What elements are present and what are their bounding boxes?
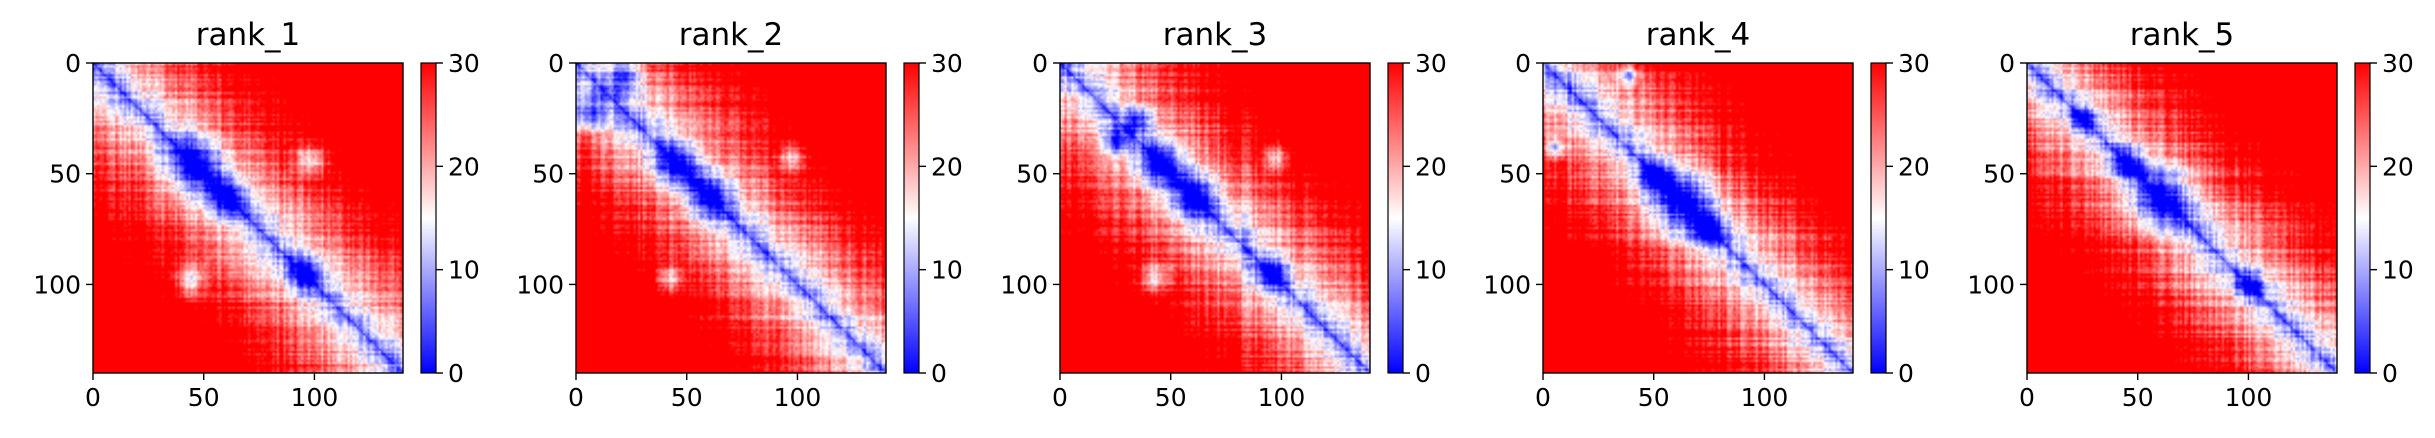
colorbar-tick-label: 30 [1898,49,1930,78]
y-tick-label: 50 [49,160,81,189]
panel-title: rank_3 [1163,17,1268,53]
panel-title: rank_2 [679,17,784,53]
y-tick-label: 0 [548,49,564,78]
y-tick-label: 0 [1999,49,2015,78]
heatmap-image [1543,63,1853,373]
x-tick-label: 0 [1535,383,1551,412]
axes-frame [1059,62,1371,374]
axes-frame [2026,62,2338,374]
colorbar-tick-label: 10 [1415,256,1447,285]
x-tick-label: 0 [2019,383,2035,412]
x-tick-label: 100 [291,383,339,412]
colorbar-tick-label: 0 [1898,359,1914,388]
heatmap-image [1060,63,1370,373]
x-tick-label: 100 [1741,383,1789,412]
x-tick-label: 50 [671,383,703,412]
heatmap-panel-5: rank_5 0 0 50 50 100 100 0 10 20 30 [1967,17,2414,412]
colorbar-tick-label: 20 [2382,152,2414,181]
x-tick-label: 0 [1052,383,1068,412]
colorbar [1870,62,1887,374]
heatmap-panel-4: rank_4 0 0 50 50 100 100 0 10 20 30 [1483,17,1930,412]
heatmap-panel-3: rank_3 0 0 50 50 100 100 0 10 20 30 [1000,17,1447,412]
y-tick-label: 100 [1000,270,1048,299]
colorbar [1387,62,1404,374]
colorbar [903,62,920,374]
y-tick-label: 50 [1983,160,2015,189]
x-tick-label: 50 [2122,383,2154,412]
colorbar-tick-label: 0 [1415,359,1431,388]
panel-title: rank_1 [196,17,301,53]
colorbar-tick-label: 10 [931,256,963,285]
y-tick-label: 100 [1483,270,1531,299]
colorbar [2354,62,2371,374]
x-tick-label: 100 [774,383,822,412]
x-tick-label: 0 [85,383,101,412]
x-tick-label: 100 [1258,383,1306,412]
y-tick-label: 0 [65,49,81,78]
colorbar-tick-label: 30 [931,49,963,78]
y-tick-label: 0 [1032,49,1048,78]
y-tick-label: 50 [1016,160,1048,189]
y-tick-label: 100 [516,270,564,299]
colorbar-tick-label: 0 [931,359,947,388]
heatmap-panel-2: rank_2 0 0 50 50 100 100 0 10 20 30 [516,17,963,412]
axes-frame [92,62,404,374]
x-tick-label: 50 [1155,383,1187,412]
colorbar [420,62,437,374]
heatmap-panel-1: rank_1 0 0 50 50 100 100 0 10 20 30 [33,17,480,412]
heatmap-image [2027,63,2337,373]
x-tick-label: 50 [1638,383,1670,412]
colorbar-tick-label: 10 [1898,256,1930,285]
heatmap-image [93,63,403,373]
y-tick-label: 100 [1967,270,2015,299]
colorbar-tick-label: 30 [1415,49,1447,78]
panel-title: rank_5 [2130,17,2235,53]
x-tick-label: 50 [188,383,220,412]
colorbar-tick-label: 30 [2382,49,2414,78]
colorbar-tick-label: 0 [448,359,464,388]
colorbar-tick-label: 20 [448,152,480,181]
colorbar-tick-label: 30 [448,49,480,78]
colorbar-tick-label: 20 [1415,152,1447,181]
colorbar-tick-label: 10 [448,256,480,285]
panel-title: rank_4 [1646,17,1751,53]
axes-frame [575,62,887,374]
x-tick-label: 100 [2225,383,2273,412]
axes-frame [1542,62,1854,374]
y-tick-label: 50 [1499,160,1531,189]
x-tick-label: 0 [568,383,584,412]
colorbar-tick-label: 10 [2382,256,2414,285]
colorbar-tick-label: 20 [1898,152,1930,181]
y-tick-label: 100 [33,270,81,299]
y-tick-label: 0 [1515,49,1531,78]
colorbar-tick-label: 20 [931,152,963,181]
y-tick-label: 50 [532,160,564,189]
colorbar-tick-label: 0 [2382,359,2398,388]
heatmap-image [576,63,886,373]
